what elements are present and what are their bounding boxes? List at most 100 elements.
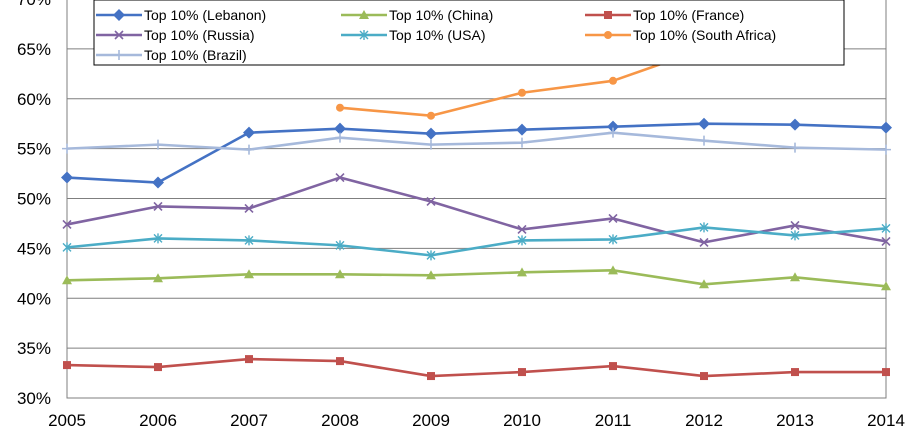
data-point [790,142,800,153]
y-tick-label: 50% [17,190,51,209]
legend-label: Top 10% (China) [389,7,493,23]
data-point [790,220,800,230]
legend-label: Top 10% (Russia) [144,27,255,43]
x-tick-label: 2011 [595,411,632,430]
data-point [153,139,163,150]
y-axis-ticks: 30% 35% 40% 45% 50% 55% 60% 65% 70% [17,0,51,408]
data-point [699,237,709,247]
legend-swatch-marker [114,30,124,40]
legend-item: Top 10% (USA) [341,27,485,43]
legend-item: Top 10% (Lebanon) [96,7,266,23]
legend-item: Top 10% (Brazil) [96,47,247,63]
data-point [609,76,617,85]
data-point [517,235,527,246]
data-point [607,120,619,133]
data-point [700,372,708,381]
data-point [243,126,255,139]
legend-item: Top 10% (Russia) [96,27,255,43]
x-axis-ticks: 2005 2006 2007 2008 2009 2010 2011 2012 2013 2014 [48,411,905,430]
x-tick-label: 2013 [776,411,814,430]
data-point [791,368,799,377]
series-line [66,226,887,257]
data-point [335,132,345,143]
data-point [881,223,891,234]
legend-label: Top 10% (Brazil) [144,47,247,63]
data-point [517,137,527,148]
legend-item: Top 10% (France) [585,7,744,23]
data-point [880,121,892,134]
series-2 [63,355,890,381]
series-6 [62,127,891,155]
data-point [62,143,72,154]
legend-label: Top 10% (South Africa) [633,27,776,43]
data-point [608,234,618,245]
series-line [66,357,886,378]
gridlines [67,48,886,349]
data-point [153,273,163,283]
data-point [62,219,72,230]
data-point [608,213,618,224]
data-point [881,236,891,246]
data-point [154,363,162,372]
data-point [517,224,527,234]
data-point [426,250,436,261]
series-1 [62,265,891,291]
data-point [518,368,526,377]
data-point [426,139,436,150]
data-point [698,117,710,130]
y-tick-label: 40% [17,289,51,308]
data-point [516,123,528,136]
data-point [882,368,890,377]
series-line [66,122,887,184]
data-point [608,127,618,138]
data-point [518,88,526,97]
series-line [66,269,887,288]
x-tick-label: 2010 [503,411,541,430]
data-point [335,240,345,251]
data-point [427,111,435,120]
data-point [244,144,254,155]
series-line [66,176,887,244]
y-tick-label: 30% [17,389,51,408]
data-point [699,135,709,146]
x-tick-label: 2014 [867,411,905,430]
legend-swatch-marker [114,50,124,60]
data-point [335,269,345,279]
x-tick-label: 2005 [48,411,86,430]
data-point [881,281,891,291]
data-point [426,270,436,280]
x-tick-label: 2012 [685,411,723,430]
legend-swatch-marker [359,30,369,40]
data-point [425,127,437,140]
data-point [63,361,71,370]
data-point [61,171,73,184]
data-point [153,233,163,244]
x-tick-label: 2006 [139,411,177,430]
data-point [699,279,709,289]
legend: Top 10% (Lebanon) Top 10% (China) Top 10% … [93,0,845,66]
data-point [152,176,164,189]
data-point [244,269,254,279]
y-tick-label: 70% [17,0,51,9]
y-tick-label: 45% [17,239,51,258]
x-tick-label: 2007 [230,411,268,430]
data-point [427,372,435,381]
data-point [335,172,345,183]
data-point [517,267,527,277]
y-tick-label: 65% [17,40,51,59]
data-point [336,103,344,112]
data-point [608,265,618,275]
data-point [881,144,891,155]
series-4 [62,222,891,261]
data-point [336,357,344,366]
data-point [244,235,254,246]
legend-item: Top 10% (South Africa) [585,27,776,43]
legend-swatch-marker [113,9,125,21]
data-point [609,362,617,371]
legend-label: Top 10% (France) [633,7,744,23]
data-point [244,203,254,214]
data-point [426,196,436,207]
data-point [62,275,72,285]
legend-item: Top 10% (China) [341,7,493,23]
